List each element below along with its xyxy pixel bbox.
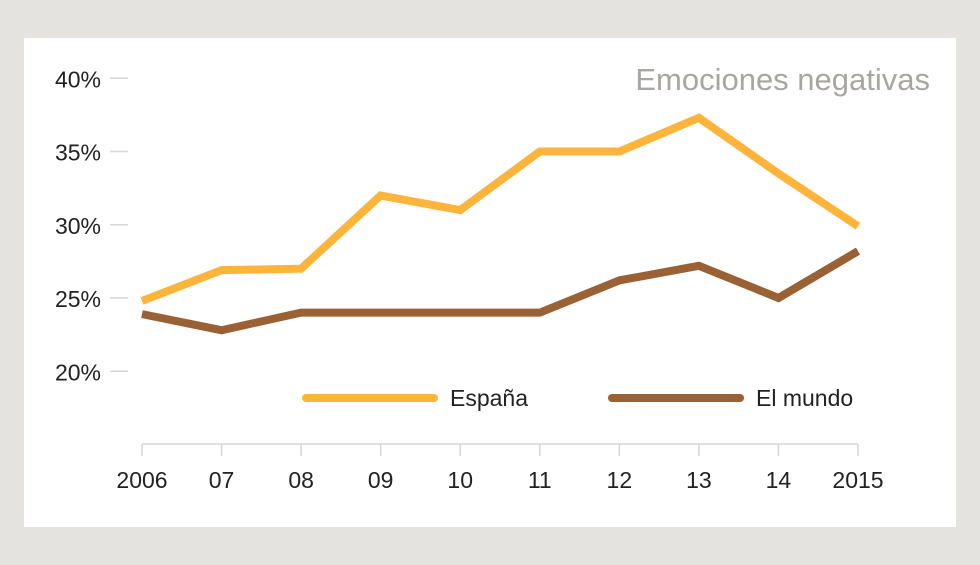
series-lines (140, 113, 861, 335)
y-tick-label: 35% (55, 140, 101, 166)
y-tick-label: 30% (55, 213, 101, 239)
x-tick-label: 14 (766, 467, 792, 493)
x-tick-label: 13 (686, 467, 712, 493)
y-axis: 20% 25% 30% 35% 40% (55, 66, 128, 385)
x-tick-label: 08 (288, 467, 314, 493)
x-axis: 2006 07 08 09 10 11 12 13 14 2015 (116, 443, 884, 493)
x-tick-label: 2006 (116, 467, 167, 493)
x-tick-label: 11 (528, 467, 552, 493)
chart-title: Emociones negativas (635, 62, 930, 97)
y-tick-label: 20% (55, 359, 101, 385)
y-tick-label: 25% (55, 286, 101, 312)
x-tick-label: 09 (368, 467, 394, 493)
x-tick-label: 12 (607, 467, 633, 493)
legend-label: España (450, 385, 528, 411)
legend-label: El mundo (756, 385, 853, 411)
x-tick-label: 07 (209, 467, 235, 493)
x-tick-label: 10 (447, 467, 473, 493)
y-tick-label: 40% (55, 66, 101, 92)
series-line-el-mundo (141, 247, 861, 335)
x-tick-label: 2015 (832, 467, 883, 493)
series-line-espana (140, 113, 861, 305)
legend: España El mundo (302, 385, 853, 411)
